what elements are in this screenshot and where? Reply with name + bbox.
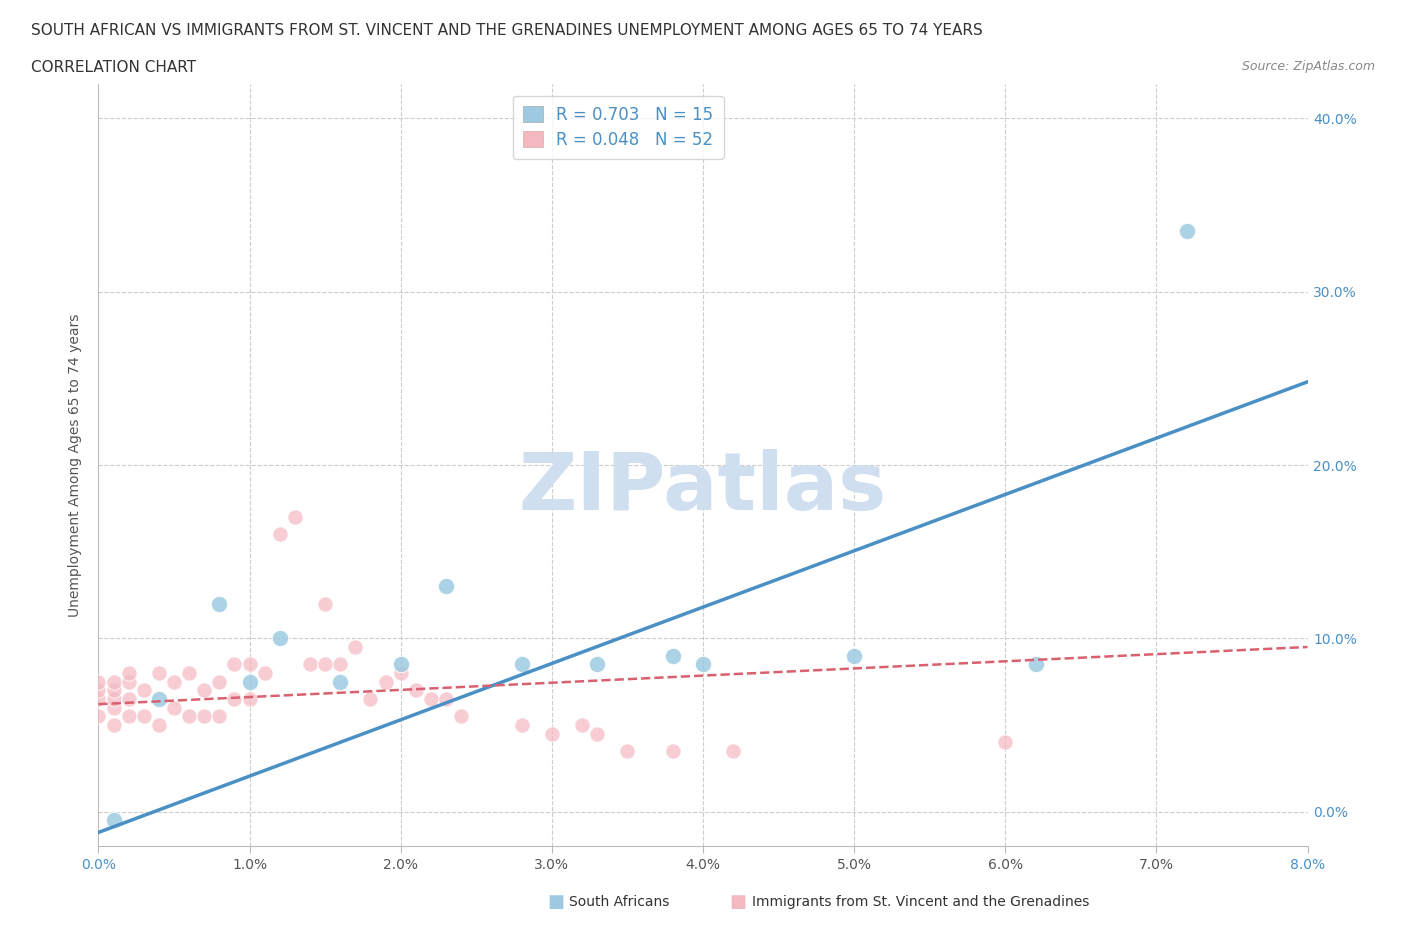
Point [132, 683, 155, 698]
Point [360, 692, 382, 707]
Point [87, 709, 110, 724]
Point [389, 657, 412, 671]
Point [103, 700, 125, 715]
Point [239, 674, 262, 689]
Point [148, 692, 170, 707]
Point [314, 596, 336, 611]
Point [179, 666, 201, 681]
Point [586, 726, 609, 741]
Point [329, 657, 352, 671]
Point [103, 692, 125, 707]
Point [434, 692, 457, 707]
Point [118, 674, 141, 689]
Point [118, 692, 141, 707]
Point [224, 692, 246, 707]
Point [239, 692, 262, 707]
Point [541, 726, 564, 741]
Text: ■: ■ [730, 893, 747, 911]
Point [239, 657, 262, 671]
Point [405, 683, 427, 698]
Point [208, 596, 231, 611]
Point [118, 666, 141, 681]
Point [163, 700, 186, 715]
Point [571, 718, 593, 733]
Point [510, 718, 533, 733]
Point [208, 674, 231, 689]
Point [994, 735, 1017, 750]
Legend: R = 0.703   N = 15, R = 0.048   N = 52: R = 0.703 N = 15, R = 0.048 N = 52 [513, 96, 724, 158]
Text: Source: ZipAtlas.com: Source: ZipAtlas.com [1241, 60, 1375, 73]
Point [224, 657, 246, 671]
Point [450, 709, 472, 724]
Point [1025, 657, 1047, 671]
Point [269, 527, 291, 542]
Point [103, 683, 125, 698]
Point [329, 674, 352, 689]
Point [844, 648, 866, 663]
Point [132, 709, 155, 724]
Point [253, 666, 276, 681]
Point [103, 813, 125, 828]
Text: CORRELATION CHART: CORRELATION CHART [31, 60, 195, 75]
Point [616, 744, 638, 759]
Point [314, 657, 336, 671]
Point [87, 674, 110, 689]
Text: South Africans: South Africans [569, 895, 669, 910]
Point [1175, 223, 1198, 238]
Point [103, 718, 125, 733]
Point [103, 674, 125, 689]
Point [510, 657, 533, 671]
Point [179, 709, 201, 724]
Point [284, 510, 307, 525]
Point [269, 631, 291, 645]
Point [389, 666, 412, 681]
Text: Immigrants from St. Vincent and the Grenadines: Immigrants from St. Vincent and the Gren… [752, 895, 1090, 910]
Point [208, 709, 231, 724]
Text: ■: ■ [547, 893, 564, 911]
Point [193, 683, 215, 698]
Point [87, 692, 110, 707]
Point [692, 657, 714, 671]
Text: ZIPatlas: ZIPatlas [519, 449, 887, 527]
Y-axis label: Unemployment Among Ages 65 to 74 years: Unemployment Among Ages 65 to 74 years [69, 313, 83, 617]
Point [723, 744, 745, 759]
Point [148, 718, 170, 733]
Point [344, 640, 367, 655]
Point [586, 657, 609, 671]
Point [662, 648, 685, 663]
Text: SOUTH AFRICAN VS IMMIGRANTS FROM ST. VINCENT AND THE GRENADINES UNEMPLOYMENT AMO: SOUTH AFRICAN VS IMMIGRANTS FROM ST. VIN… [31, 23, 983, 38]
Point [193, 709, 215, 724]
Point [662, 744, 685, 759]
Point [163, 674, 186, 689]
Point [118, 709, 141, 724]
Point [299, 657, 322, 671]
Point [420, 692, 443, 707]
Point [87, 683, 110, 698]
Point [434, 578, 457, 593]
Point [148, 666, 170, 681]
Point [374, 674, 396, 689]
